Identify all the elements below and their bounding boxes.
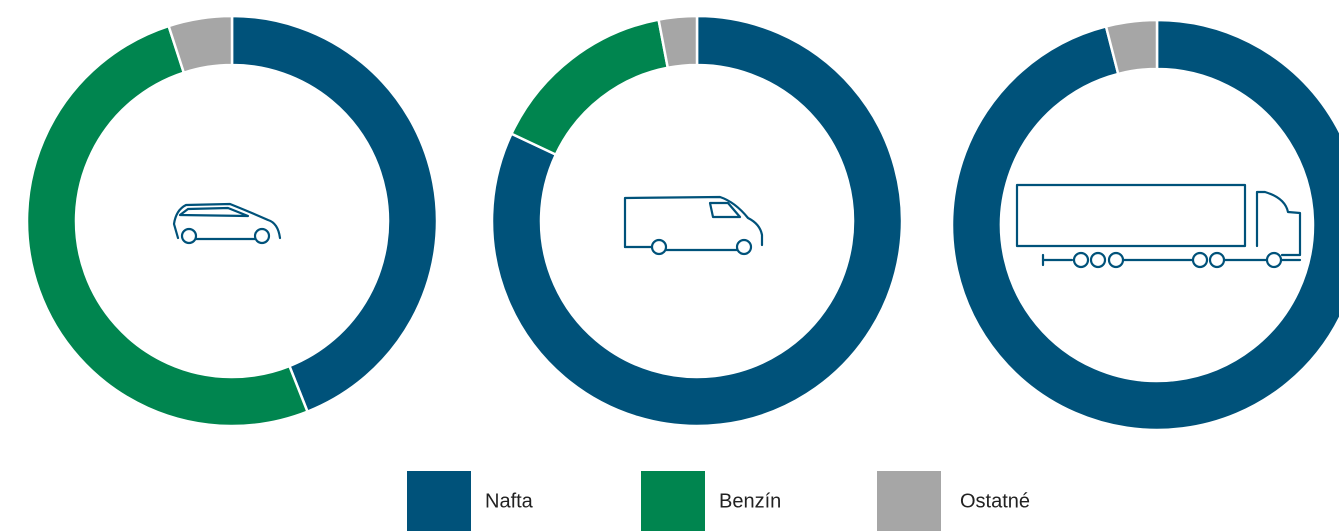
donut-segment: [1104, 18, 1159, 76]
truck-icon: [1015, 183, 1302, 269]
donut: [25, 14, 439, 428]
van-icon: [623, 195, 764, 256]
donut-segment: [657, 14, 699, 70]
donut-segment: [490, 14, 904, 428]
legend-item: Ostatné: [877, 471, 1030, 531]
legend-label: Benzín: [719, 490, 781, 512]
donut-segment: [167, 14, 234, 75]
donut-segment: [509, 18, 670, 157]
donut-segment: [25, 24, 310, 428]
donut-segment: [950, 18, 1339, 432]
donut-segment: [230, 14, 439, 414]
legend-label: Nafta: [485, 490, 534, 512]
legend-item: Benzín: [641, 471, 781, 531]
legend-swatch: [877, 471, 941, 531]
legend-item: Nafta: [407, 471, 534, 531]
donut: [490, 14, 904, 428]
legend-label: Ostatné: [960, 490, 1030, 512]
car-icon: [172, 202, 282, 245]
donut: [950, 18, 1339, 432]
legend-swatch: [641, 471, 705, 531]
legend-swatch: [407, 471, 471, 531]
